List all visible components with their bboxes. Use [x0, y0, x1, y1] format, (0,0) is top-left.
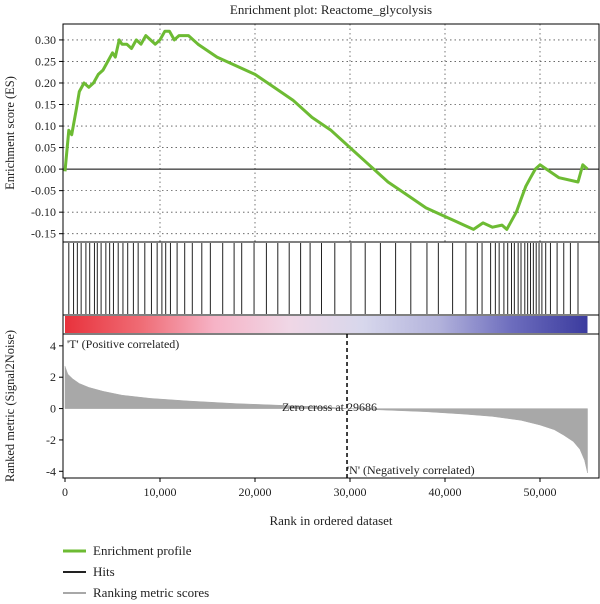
metric-tick-label-0: -4 — [46, 464, 56, 478]
es-tick-label-2: -0.05 — [31, 184, 56, 198]
es-tick-label-8: 0.25 — [35, 54, 56, 68]
es-line — [63, 29, 589, 231]
positive-correlated-label: 'T' (Positive correlated) — [67, 337, 179, 351]
legend-label-enrichment: Enrichment profile — [93, 543, 192, 558]
metric-tick-label-3: 2 — [50, 370, 56, 384]
x-axis-label: Rank in ordered dataset — [269, 513, 392, 528]
es-y-axis: -0.15 -0.10 -0.05 0.00 0.05 0.10 0.15 0.20 0.25 0… — [31, 33, 63, 241]
legend-label-hits: Hits — [93, 564, 115, 579]
es-tick-label-6: 0.15 — [35, 98, 56, 112]
hits-panel — [68, 243, 579, 314]
chart-title: Enrichment plot: Reactome_glycolysis — [230, 2, 432, 17]
es-tick-label-0: -0.15 — [31, 227, 56, 241]
metric-tick-label-2: 0 — [50, 402, 56, 416]
x-tick-label-4: 40,000 — [429, 485, 462, 499]
es-tick-label-5: 0.10 — [35, 119, 56, 133]
metric-tick-label-4: 4 — [50, 339, 56, 353]
es-series — [63, 29, 589, 231]
es-tick-label-4: 0.05 — [35, 141, 56, 155]
x-tick-label-5: 50,000 — [524, 485, 557, 499]
es-tick-label-1: -0.10 — [31, 205, 56, 219]
es-tick-label-9: 0.30 — [35, 33, 56, 47]
x-tick-label-2: 20,000 — [239, 485, 272, 499]
legend-label-ranking: Ranking metric scores — [93, 585, 209, 600]
metric-panel-frame — [62, 333, 600, 479]
legend: Enrichment profile Hits Ranking metric s… — [63, 543, 209, 600]
x-tick-label-3: 30,000 — [334, 485, 367, 499]
metric-y-axis: -4 -2 0 2 4 — [46, 339, 63, 478]
ranking-metric-area — [64, 366, 588, 473]
x-tick-label-1: 10,000 — [144, 485, 177, 499]
es-axis-label: Enrichment score (ES) — [3, 76, 17, 190]
x-axis: 0 10,000 20,000 30,000 40,000 50,000 — [62, 478, 557, 499]
negative-correlated-label: 'N' (Negatively correlated) — [347, 463, 475, 477]
es-tick-label-7: 0.20 — [35, 76, 56, 90]
heat-bar — [65, 316, 588, 333]
metric-tick-label-1: -2 — [46, 433, 56, 447]
zero-cross-label: Zero cross at 29686 — [282, 400, 377, 414]
heat-fill — [65, 316, 588, 333]
metric-axis-label: Ranked metric (Signal2Noise) — [3, 330, 17, 482]
x-tick-label-0: 0 — [62, 485, 68, 499]
es-gridlines — [63, 24, 599, 242]
es-tick-label-3: 0.00 — [35, 162, 56, 176]
metric-panel — [64, 334, 588, 478]
